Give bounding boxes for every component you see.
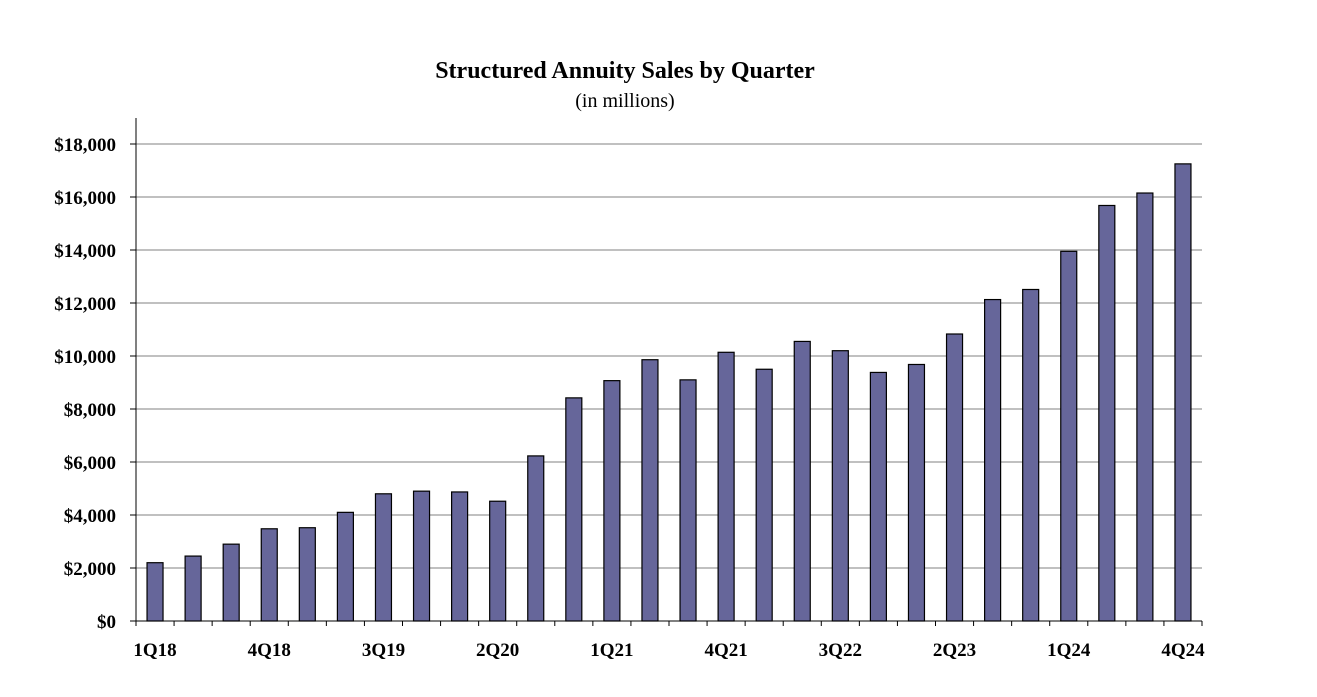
bar-4Q22 bbox=[869, 371, 887, 622]
bar-3Q23 bbox=[984, 298, 1002, 622]
bar-3Q24 bbox=[1136, 192, 1154, 622]
bar-1Q23 bbox=[907, 363, 926, 622]
y-tick-label: $6,000 bbox=[64, 453, 116, 474]
bar-2Q24 bbox=[1098, 204, 1116, 622]
bar-4Q20 bbox=[565, 397, 583, 622]
bar-3Q18 bbox=[222, 543, 240, 622]
bar-2Q22 bbox=[793, 340, 811, 622]
y-tick-label: $8,000 bbox=[64, 400, 116, 421]
bar-3Q21 bbox=[679, 379, 697, 622]
x-tick-label: 4Q24 bbox=[1161, 640, 1205, 661]
y-tick-label: $18,000 bbox=[54, 135, 116, 156]
bar-1Q18 bbox=[146, 562, 164, 622]
grid-lines bbox=[130, 143, 1202, 622]
y-tick-label: $10,000 bbox=[54, 347, 116, 368]
bar-4Q19 bbox=[412, 490, 431, 622]
x-tick-label: 3Q19 bbox=[362, 640, 405, 661]
bar-1Q19 bbox=[298, 527, 316, 622]
axes bbox=[135, 118, 1203, 626]
bar-4Q18 bbox=[260, 528, 278, 622]
y-tick-label: $14,000 bbox=[54, 241, 116, 262]
y-tick-labels: $0 $2,000 $4,000 $6,000 $8,000 $10,000 $12,000… bbox=[54, 135, 116, 633]
x-tick-label: 3Q22 bbox=[819, 640, 862, 661]
bar-1Q24 bbox=[1060, 250, 1078, 622]
bar-3Q19 bbox=[374, 493, 393, 622]
bar-2Q21 bbox=[641, 359, 659, 622]
bar-3Q20 bbox=[527, 455, 545, 622]
y-tick-label: $16,000 bbox=[54, 188, 116, 209]
x-tick-label: 1Q21 bbox=[590, 640, 633, 661]
y-tick-label: $4,000 bbox=[64, 506, 116, 527]
bar-4Q24 bbox=[1174, 163, 1192, 622]
bar-2Q20 bbox=[489, 500, 507, 622]
bar-1Q21 bbox=[603, 380, 621, 622]
y-tick-label: $0 bbox=[97, 612, 116, 633]
x-tick-labels: 1Q18 4Q18 3Q19 2Q20 1Q21 4Q21 3Q22 2Q23 1Q24 4Q24 bbox=[133, 640, 1205, 661]
bars bbox=[146, 163, 1192, 622]
bar-4Q23 bbox=[1022, 288, 1040, 622]
x-tick-label: 4Q18 bbox=[248, 640, 291, 661]
y-tick-label: $12,000 bbox=[54, 294, 116, 315]
x-tick-label: 1Q18 bbox=[133, 640, 176, 661]
x-tick-label: 2Q23 bbox=[933, 640, 976, 661]
bar-2Q23 bbox=[945, 333, 964, 622]
chart-title: Structured Annuity Sales by Quarter bbox=[435, 58, 815, 84]
bar-3Q22 bbox=[831, 350, 849, 622]
bar-2Q18 bbox=[184, 555, 202, 622]
bar-4Q21 bbox=[717, 351, 735, 622]
bar-1Q20 bbox=[451, 491, 469, 622]
bar-1Q22 bbox=[755, 368, 773, 622]
y-tick-label: $2,000 bbox=[64, 559, 116, 580]
bar-2Q19 bbox=[336, 511, 354, 622]
x-tick-label: 1Q24 bbox=[1047, 640, 1091, 661]
chart-subtitle: (in millions) bbox=[575, 90, 675, 112]
x-tick-label: 2Q20 bbox=[476, 640, 519, 661]
x-tick-label: 4Q21 bbox=[704, 640, 747, 661]
